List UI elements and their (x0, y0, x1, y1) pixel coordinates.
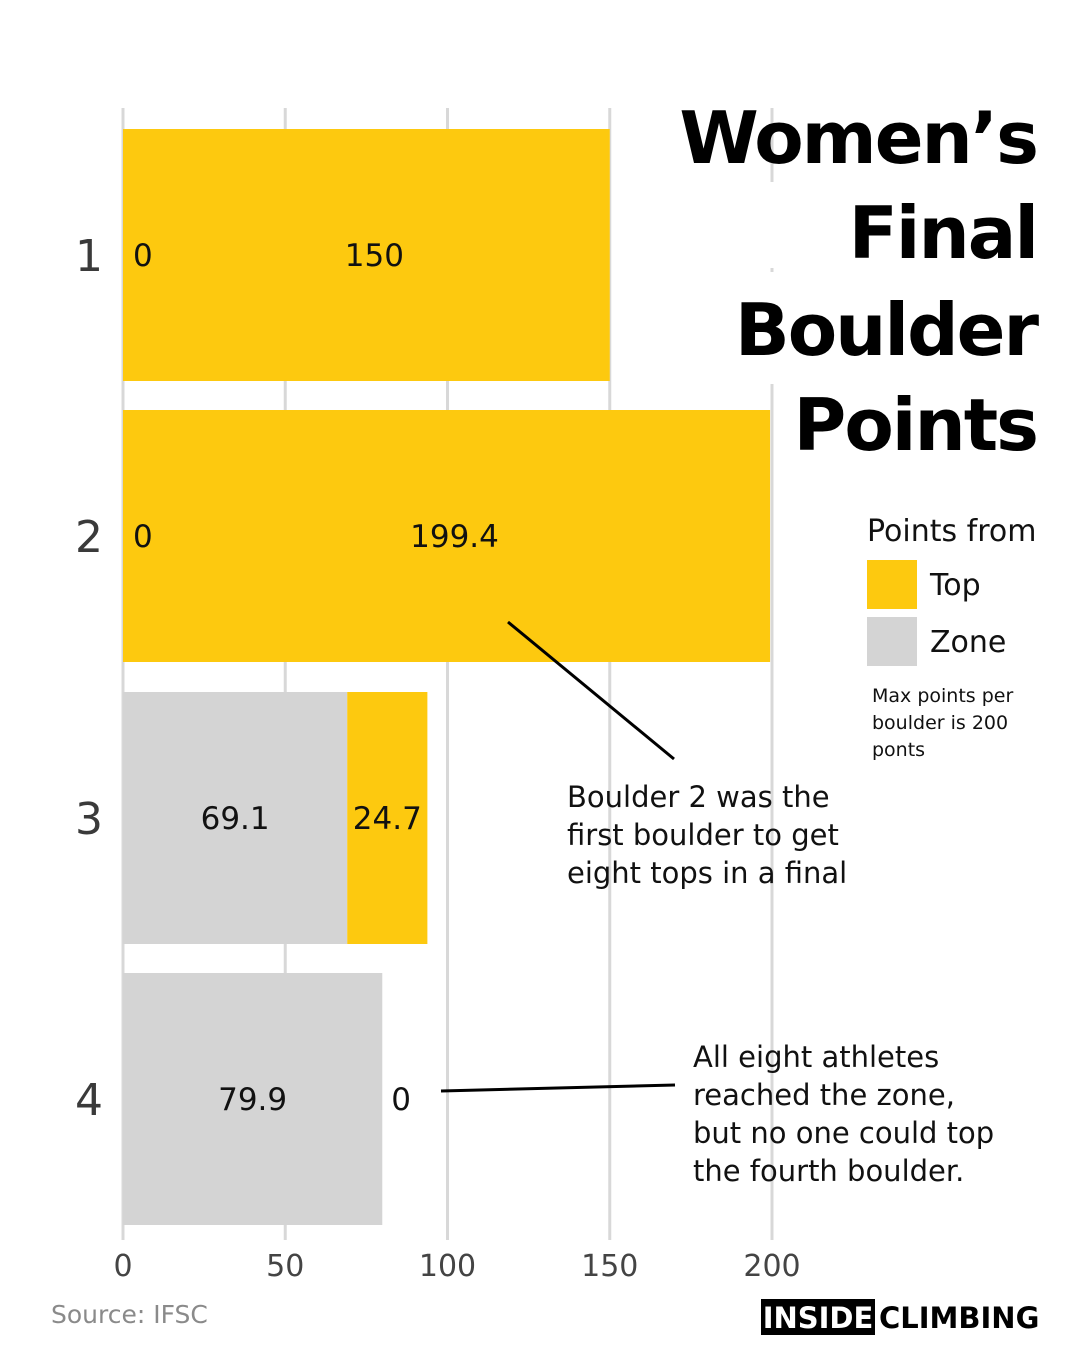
value-label-top-boulder-3: 24.7 (353, 801, 422, 837)
annotation-boulder-2: Boulder 2 was the first boulder to get e… (507, 620, 847, 890)
x-tick-label-0: 0 (113, 1249, 132, 1284)
legend-note-line-2: boulder is 200 (872, 712, 1008, 734)
bar-zone-boulder-3 (123, 692, 348, 944)
x-tick-label-50: 50 (266, 1249, 304, 1284)
logo-text-climbing: CLIMBING (879, 1301, 1039, 1335)
category-label-4: 4 (75, 1075, 103, 1126)
legend-note-line-1: Max points per (872, 685, 1013, 707)
title-line-4: Points (794, 383, 1037, 467)
x-tick-label-200: 200 (743, 1249, 800, 1284)
value-label-zone-boulder-3: 69.1 (201, 801, 270, 837)
annotation-2-line-3: but no one could top (693, 1116, 994, 1150)
legend-label-top: Top (929, 568, 981, 603)
bar-top-boulder-3 (347, 692, 428, 944)
title-line-1: Women’s (679, 96, 1037, 180)
legend: Points from Top Zone Max points per boul… (867, 514, 1036, 761)
legend-swatch-zone (867, 617, 917, 666)
title-backing-2 (760, 272, 786, 384)
category-label-1: 1 (75, 231, 103, 282)
annotation-1-line-2: first boulder to get (567, 818, 839, 852)
inside-climbing-logo: INSIDE CLIMBING (761, 1299, 1039, 1335)
value-label-zone-boulder-4: 79.9 (218, 1082, 287, 1118)
annotation-1-line-1: Boulder 2 was the (567, 780, 830, 814)
x-tick-label-100: 100 (419, 1249, 476, 1284)
title-line-3: Boulder (735, 288, 1040, 372)
annotation-1-line-3: eight tops in a final (567, 856, 847, 890)
value-label-zone-boulder-2: 0 (133, 519, 153, 555)
value-label-top-boulder-1: 150 (345, 238, 404, 274)
value-label-top-boulder-2: 199.4 (410, 519, 499, 555)
source-note: Source: IFSC (51, 1300, 208, 1329)
legend-note-line-3: ponts (872, 739, 925, 761)
annotation-leader-line-1 (507, 620, 675, 761)
x-tick-label-150: 150 (581, 1249, 638, 1284)
legend-swatch-top (867, 560, 917, 609)
chart-title: Women’s Final Boulder Points (679, 96, 1041, 467)
title-line-2: Final (849, 191, 1037, 275)
value-labels: 0 150 0 199.4 69.1 24.7 79.9 0 (133, 238, 499, 1118)
bar-top-boulder-1 (123, 129, 610, 381)
value-label-zone-boulder-1: 0 (133, 238, 153, 274)
x-axis-tick-labels: 0 50 100 150 200 (113, 1249, 800, 1284)
category-label-2: 2 (75, 512, 103, 563)
title-backing-1 (760, 182, 786, 268)
bar-top-boulder-2 (123, 410, 771, 662)
bars (123, 129, 771, 1225)
category-label-3: 3 (75, 794, 103, 845)
value-label-top-boulder-4: 0 (391, 1082, 411, 1118)
annotation-boulder-4: All eight athletes reached the zone, but… (440, 1040, 994, 1188)
annotation-2-line-1: All eight athletes (693, 1040, 939, 1074)
legend-label-zone: Zone (930, 625, 1006, 660)
category-labels: 1 2 3 4 (75, 231, 103, 1126)
bar-zone-boulder-4 (123, 973, 383, 1225)
annotation-2-line-4: the fourth boulder. (693, 1154, 964, 1188)
logo-box (761, 1299, 875, 1335)
annotation-2-line-2: reached the zone, (693, 1078, 955, 1112)
logo-text-inside: INSIDE (763, 1301, 874, 1335)
legend-title: Points from (867, 514, 1036, 549)
annotation-leader-line-2 (440, 1083, 676, 1093)
